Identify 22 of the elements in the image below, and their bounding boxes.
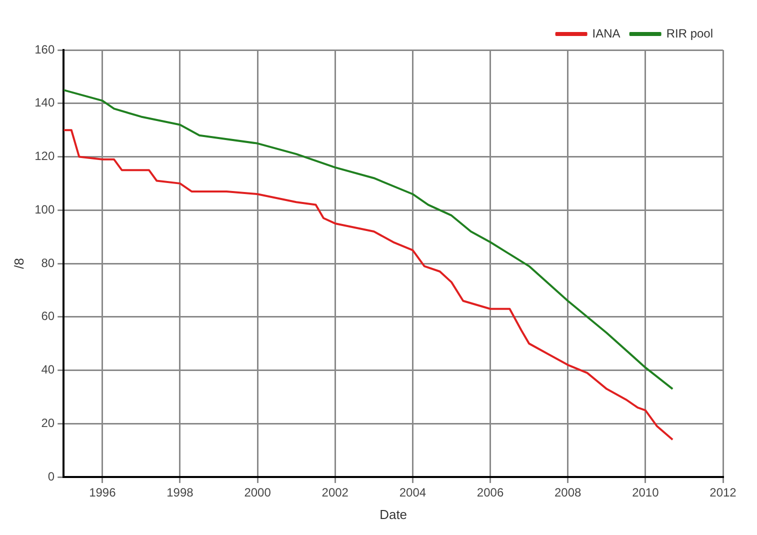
y-tick-label: 20 — [41, 416, 55, 430]
x-tick-label: 2008 — [554, 486, 582, 500]
legend-label: RIR pool — [666, 26, 713, 40]
x-tick-label: 2006 — [476, 486, 504, 500]
y-tick-label: 140 — [34, 96, 55, 110]
x-tick-label: 2010 — [632, 486, 660, 500]
x-tick-label: 2002 — [322, 486, 349, 500]
x-tick-label: 2000 — [244, 486, 272, 500]
y-tick-label: 80 — [41, 256, 55, 270]
x-tick-label: 1996 — [89, 486, 116, 500]
y-tick-label: 160 — [34, 42, 55, 56]
y-axis-title: /8 — [11, 258, 26, 269]
y-tick-label: 40 — [41, 362, 55, 377]
legend-label: IANA — [592, 26, 620, 40]
y-tick-label: 100 — [34, 202, 55, 216]
x-tick-label: 1998 — [166, 486, 194, 500]
y-tick-label: 120 — [34, 149, 55, 164]
y-tick-label: 60 — [41, 309, 55, 324]
y-tick-label: 0 — [48, 469, 55, 484]
x-axis-title: Date — [380, 506, 408, 522]
x-tick-label: 2012 — [710, 486, 737, 500]
x-tick-label: 2004 — [399, 486, 426, 500]
